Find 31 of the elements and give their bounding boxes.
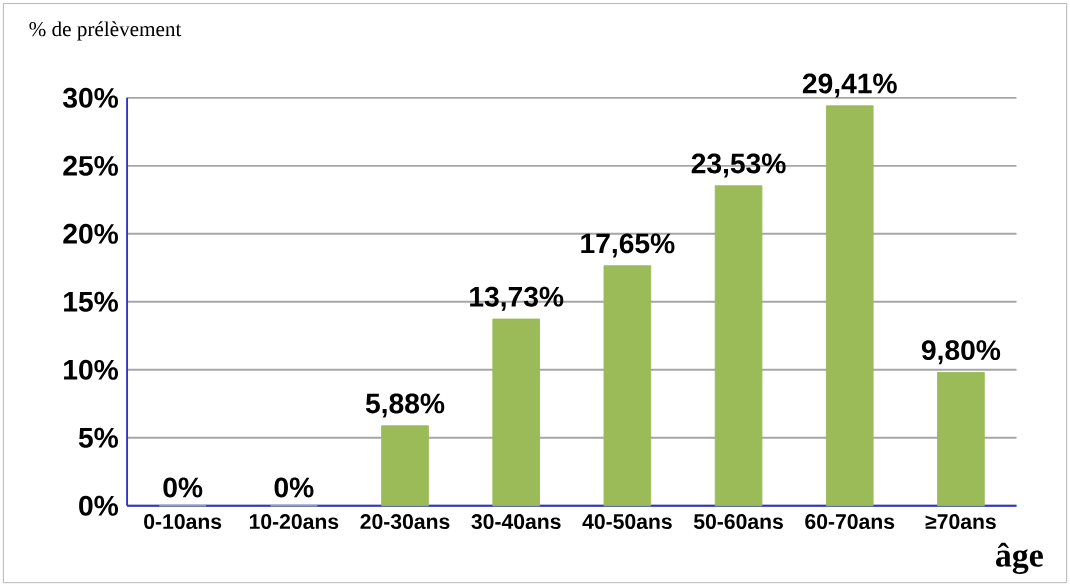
x-tick-label: 50-60ans [693, 514, 783, 530]
data-label: 0% [163, 477, 203, 498]
y-tick-label: 5% [78, 427, 119, 448]
bar [603, 265, 652, 507]
bar [825, 105, 874, 507]
data-label: 0% [274, 477, 314, 498]
x-tick-label: 10-20ans [249, 514, 339, 530]
data-label: 29,41% [802, 73, 897, 98]
bar [492, 318, 541, 507]
y-tick-label: 30% [62, 87, 119, 108]
bar [937, 372, 985, 507]
y-tick-label: 0% [79, 495, 119, 516]
y-tick-label: 25% [63, 155, 119, 176]
x-tick-label: 40-50ans [582, 514, 672, 530]
x-tick-label: 60-70ans [805, 514, 895, 530]
y-tick-label: 10% [64, 359, 119, 380]
x-axis-title: âge [996, 542, 1043, 574]
x-tick-label: 30-40ans [471, 514, 561, 530]
bar [714, 185, 763, 507]
y-tick-label: 15% [64, 291, 119, 312]
x-tick-label: ≥70ans [925, 514, 996, 530]
data-label: 9,80% [921, 340, 1001, 365]
y-axis-title: % de prélèvement [29, 21, 182, 41]
data-label: 5,88% [365, 393, 445, 418]
data-label: 23,53% [691, 153, 786, 178]
x-tick-label: 0-10ans [144, 514, 222, 530]
y-tick-label: 20% [63, 223, 119, 244]
x-tick-label: 20-30ans [360, 514, 450, 530]
bar [381, 425, 429, 507]
data-label: 17,65% [581, 233, 675, 258]
data-label: 13,73% [470, 286, 564, 311]
